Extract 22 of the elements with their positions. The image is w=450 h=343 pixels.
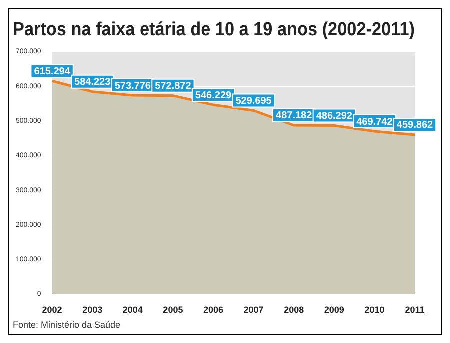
data-label: 529.695 xyxy=(236,96,272,108)
data-label: 486.292 xyxy=(316,111,353,122)
x-tick-label: 2005 xyxy=(163,305,184,316)
data-label: 584.223 xyxy=(74,77,112,88)
x-tick-label: 2003 xyxy=(82,305,103,316)
x-tick-label: 2008 xyxy=(284,305,304,316)
x-tick-label: 2002 xyxy=(42,305,62,316)
source-note: Fonte: Ministério da Saúde xyxy=(12,319,122,332)
data-label: 573.776 xyxy=(114,80,152,92)
data-label: 546.229 xyxy=(195,90,232,102)
chart-title: Partos na faixa etária de 10 a 19 anos (2002-2011) xyxy=(13,18,415,40)
x-tick-label: 2010 xyxy=(364,305,385,316)
data-label: 572.872 xyxy=(155,81,192,92)
x-tick-label: 2011 xyxy=(405,305,425,316)
x-tick-label: 2004 xyxy=(122,305,143,316)
data-label: 487.182 xyxy=(276,110,313,122)
data-label: 469.742 xyxy=(356,116,394,128)
x-tick-label: 2007 xyxy=(244,305,264,316)
x-tick-label: 2009 xyxy=(324,305,344,316)
data-label: 459.862 xyxy=(396,120,434,132)
data-label: 615.294 xyxy=(34,66,71,78)
x-tick-label: 2006 xyxy=(203,305,224,316)
